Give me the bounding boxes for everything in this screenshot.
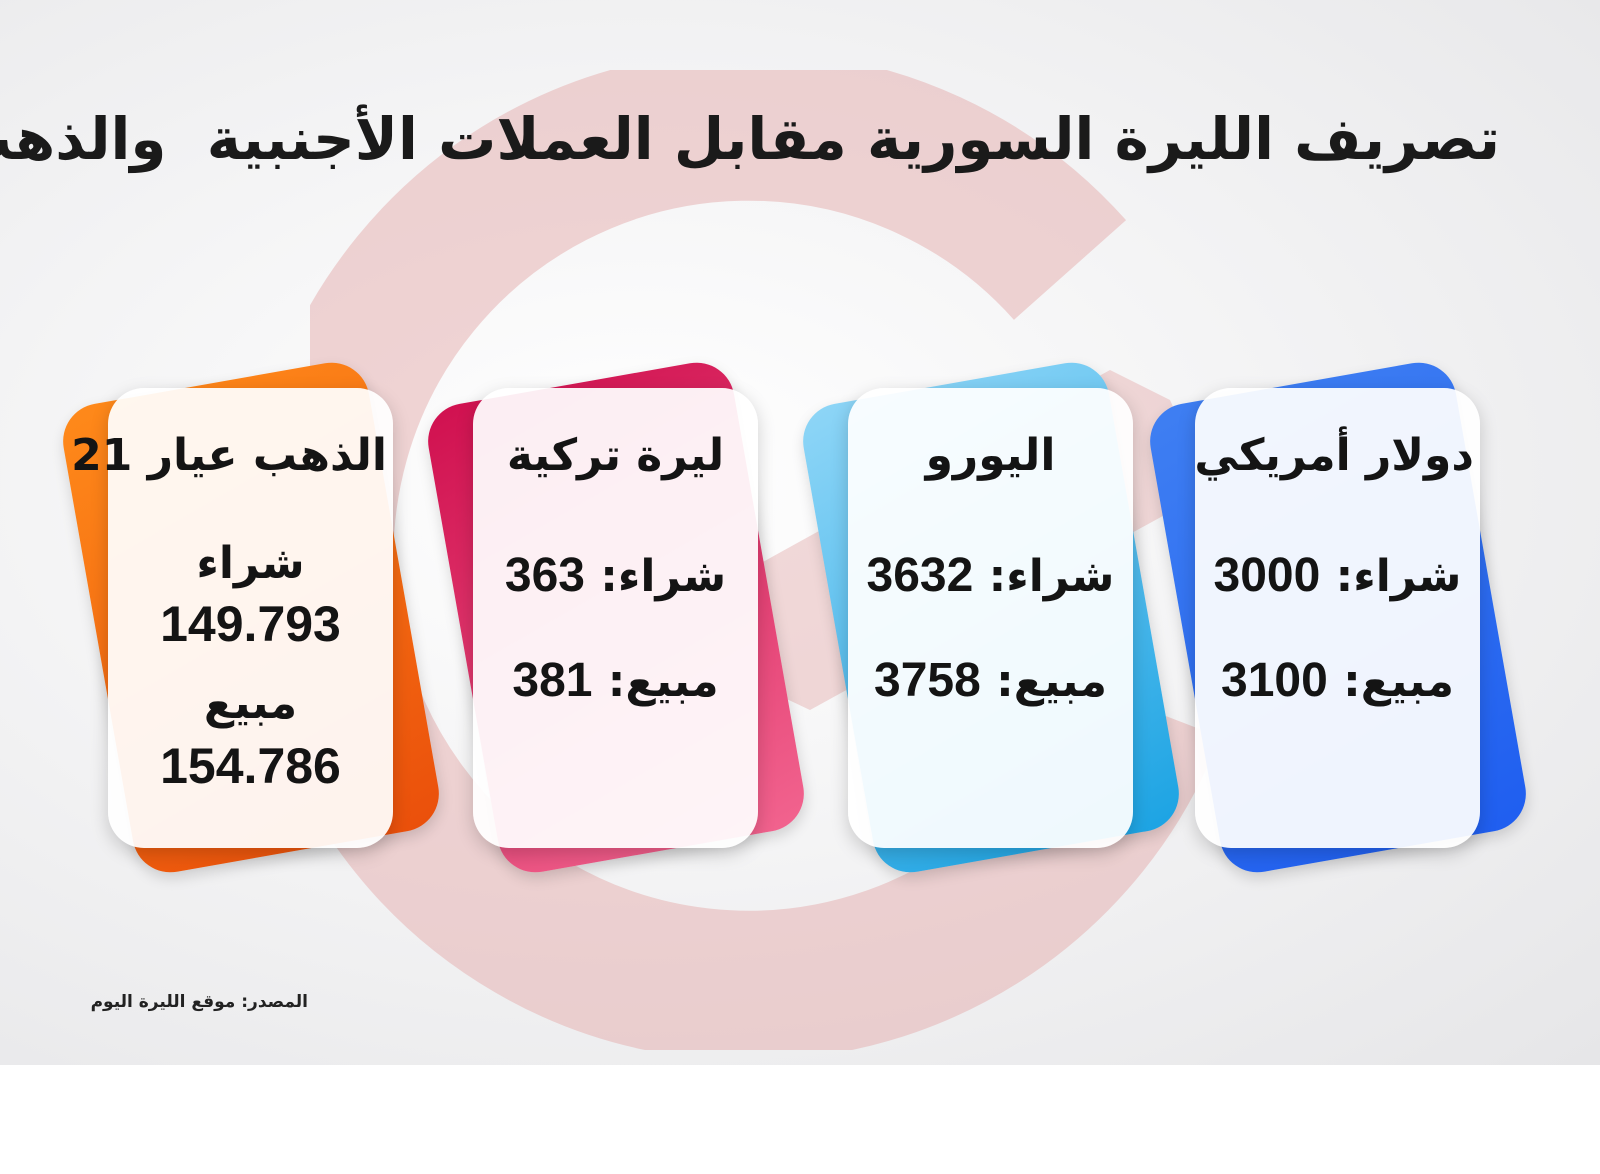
buy-row: شراء: 3632 bbox=[854, 548, 1127, 605]
buy-label: شراء bbox=[196, 538, 305, 589]
buy-value: 3632 bbox=[866, 549, 974, 602]
buy-label: شراء: bbox=[988, 551, 1115, 602]
card-body: دولار أمريكي شراء: 3000 مبيع: 3100 bbox=[1194, 388, 1480, 848]
card-body: اليورو شراء: 3632 مبيع: 3758 bbox=[848, 388, 1133, 848]
card-body: ليرة تركية شراء: 363 مبيع: 381 bbox=[473, 388, 758, 848]
sell-value: 154.786 bbox=[160, 738, 341, 794]
card-turkish-lira: ليرة تركية شراء: 363 مبيع: 381 bbox=[422, 356, 810, 879]
sell-label: مبيع: bbox=[607, 656, 719, 707]
sell-label: مبيع: bbox=[996, 656, 1107, 707]
currency-name: دولار أمريكي bbox=[1194, 430, 1474, 481]
currency-name: الذهب عيار 21 bbox=[71, 430, 387, 481]
sell-value: 3758 bbox=[874, 654, 981, 707]
buy-row: شراء: 3000 bbox=[1201, 548, 1474, 605]
sell-row: مبيع: 3758 bbox=[854, 653, 1127, 710]
card-body: الذهب عيار 21 شراء 149.793 مبيع 154.786 bbox=[71, 388, 393, 848]
source-note: المصدر: موقع الليرة اليوم bbox=[90, 992, 308, 1012]
infographic-canvas: تصريف الليرة السورية مقابل العملات الأجن… bbox=[0, 0, 1600, 1065]
currency-name: اليورو bbox=[925, 430, 1056, 481]
buy-value: 3000 bbox=[1213, 549, 1321, 602]
sell-label: مبيع bbox=[203, 678, 298, 729]
sell-value: 3100 bbox=[1221, 654, 1328, 707]
card-us-dollar: دولار أمريكي شراء: 3000 مبيع: 3100 bbox=[1144, 356, 1532, 879]
card-euro: اليورو شراء: 3632 مبيع: 3758 bbox=[797, 356, 1185, 879]
buy-value: 363 bbox=[504, 549, 585, 602]
buy-row: شراء: 363 bbox=[479, 548, 752, 605]
sell-value: 381 bbox=[512, 654, 593, 707]
currency-name: ليرة تركية bbox=[506, 430, 725, 481]
buy-value: 149.793 bbox=[160, 596, 341, 652]
buy-label: شراء: bbox=[600, 551, 727, 602]
sell-label: مبيع: bbox=[1343, 656, 1454, 707]
sell-row: مبيع: 3100 bbox=[1201, 653, 1474, 710]
sell-row: مبيع: 381 bbox=[479, 653, 752, 710]
card-gold-21: الذهب عيار 21 شراء 149.793 مبيع 154.786 bbox=[57, 356, 445, 879]
page-title: تصريف الليرة السورية مقابل العملات الأجن… bbox=[0, 105, 1500, 173]
buy-label: شراء: bbox=[1335, 551, 1462, 602]
